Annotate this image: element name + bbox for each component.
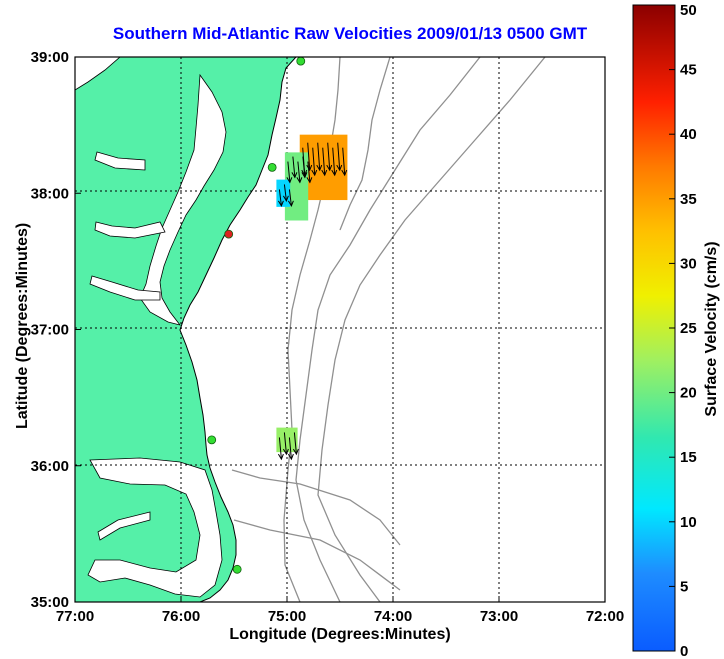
velocity-vector xyxy=(297,161,301,183)
map-title: Southern Mid-Atlantic Raw Velocities 200… xyxy=(112,24,588,43)
velocity-vector xyxy=(327,142,331,171)
velocity-vectors xyxy=(277,142,348,461)
velocity-vector xyxy=(287,161,291,183)
colorbar-tick-label: 10 xyxy=(680,514,697,531)
velocity-vector xyxy=(278,437,282,460)
y-tick-label: 38:00 xyxy=(31,185,69,202)
colorbar-label: Surface Velocity (cm/s) xyxy=(703,241,720,417)
colorbar-tick-label: 50 xyxy=(680,2,697,19)
radar-station-marker xyxy=(296,57,306,66)
colorbar-tick-label: 30 xyxy=(680,255,697,272)
velocity-arrowhead xyxy=(282,195,289,202)
velocity-vector xyxy=(307,142,311,171)
colorbar-tick-label: 15 xyxy=(680,449,697,466)
velocity-vector xyxy=(337,142,341,171)
velocity-vector xyxy=(283,432,287,455)
velocity-vector xyxy=(307,161,311,183)
y-tick-label: 36:00 xyxy=(31,458,69,475)
velocity-arrowhead xyxy=(336,164,343,172)
velocity-vector xyxy=(302,156,306,178)
velocity-arrowhead xyxy=(286,177,293,184)
x-tick-label: 74:00 xyxy=(374,608,412,625)
x-tick-label: 75:00 xyxy=(268,608,306,625)
velocity-vector xyxy=(288,189,292,206)
velocity-arrowhead xyxy=(321,169,328,177)
pamlico-sound xyxy=(87,457,223,598)
radar-station-marker xyxy=(207,435,217,445)
velocity-arrowhead xyxy=(277,453,284,461)
y-tick-label: 37:00 xyxy=(31,322,69,339)
chesapeake-bay xyxy=(139,73,227,326)
radar-station-marker xyxy=(224,229,234,239)
colorbar-tick-label: 25 xyxy=(680,320,697,337)
velocity-vector xyxy=(332,147,336,176)
velocity-vector xyxy=(312,147,316,176)
velocity-arrowhead xyxy=(301,172,308,179)
colorbar-tick-label: 0 xyxy=(680,643,688,659)
radar-station-marker xyxy=(232,564,242,574)
velocity-vector xyxy=(278,189,282,206)
velocity-vector xyxy=(288,437,292,460)
radar-stations xyxy=(207,57,306,574)
velocity-arrowhead xyxy=(331,169,338,177)
colorbar-tick-label: 40 xyxy=(680,126,697,143)
velocity-arrowhead xyxy=(306,164,313,172)
colorbar-tick-label: 45 xyxy=(680,62,697,79)
velocity-vector xyxy=(292,156,296,178)
x-axis-label: Longitude (Degrees:Minutes) xyxy=(229,626,451,643)
velocity-patch xyxy=(276,427,298,453)
velocity-arrowhead xyxy=(326,164,333,172)
colorbar-tick-label: 5 xyxy=(680,578,688,595)
y-axis-label: Latitude (Degrees:Minutes) xyxy=(14,222,31,429)
colorbar-tick-label: 35 xyxy=(680,191,697,208)
velocity-vector xyxy=(317,142,321,171)
velocity-vector xyxy=(293,432,297,455)
velocity-vector xyxy=(342,147,346,176)
x-axis-ticks: 77:00 76:00 75:00 74:00 73:00 72:00 xyxy=(56,596,624,625)
velocity-arrowhead xyxy=(277,200,284,207)
velocity-arrowhead xyxy=(292,448,299,456)
colorbar xyxy=(632,4,676,652)
velocity-arrowhead xyxy=(311,169,318,177)
x-tick-label: 73:00 xyxy=(480,608,518,625)
velocity-patch xyxy=(276,179,291,207)
velocity-arrowhead xyxy=(296,177,303,184)
velocity-arrowhead xyxy=(341,169,348,177)
velocity-arrowhead xyxy=(287,200,294,207)
radar-station-marker xyxy=(267,162,277,172)
y-tick-label: 35:00 xyxy=(31,594,69,611)
velocity-arrowhead xyxy=(291,172,298,179)
bathymetry-contours xyxy=(231,57,546,602)
y-tick-label: 39:00 xyxy=(31,49,69,66)
x-tick-label: 77:00 xyxy=(56,608,94,625)
velocity-vector xyxy=(283,184,287,201)
y-axis-ticks: 39:00 38:00 37:00 36:00 35:00 xyxy=(31,49,81,611)
velocity-arrowhead xyxy=(282,448,289,456)
velocity-arrowhead xyxy=(306,177,313,184)
velocity-vector xyxy=(322,147,326,176)
x-tick-label: 76:00 xyxy=(162,608,200,625)
velocity-arrowhead xyxy=(316,164,323,172)
colorbar-tick-label: 20 xyxy=(680,385,697,402)
x-tick-label: 72:00 xyxy=(586,608,624,625)
velocity-arrowhead xyxy=(287,453,294,461)
